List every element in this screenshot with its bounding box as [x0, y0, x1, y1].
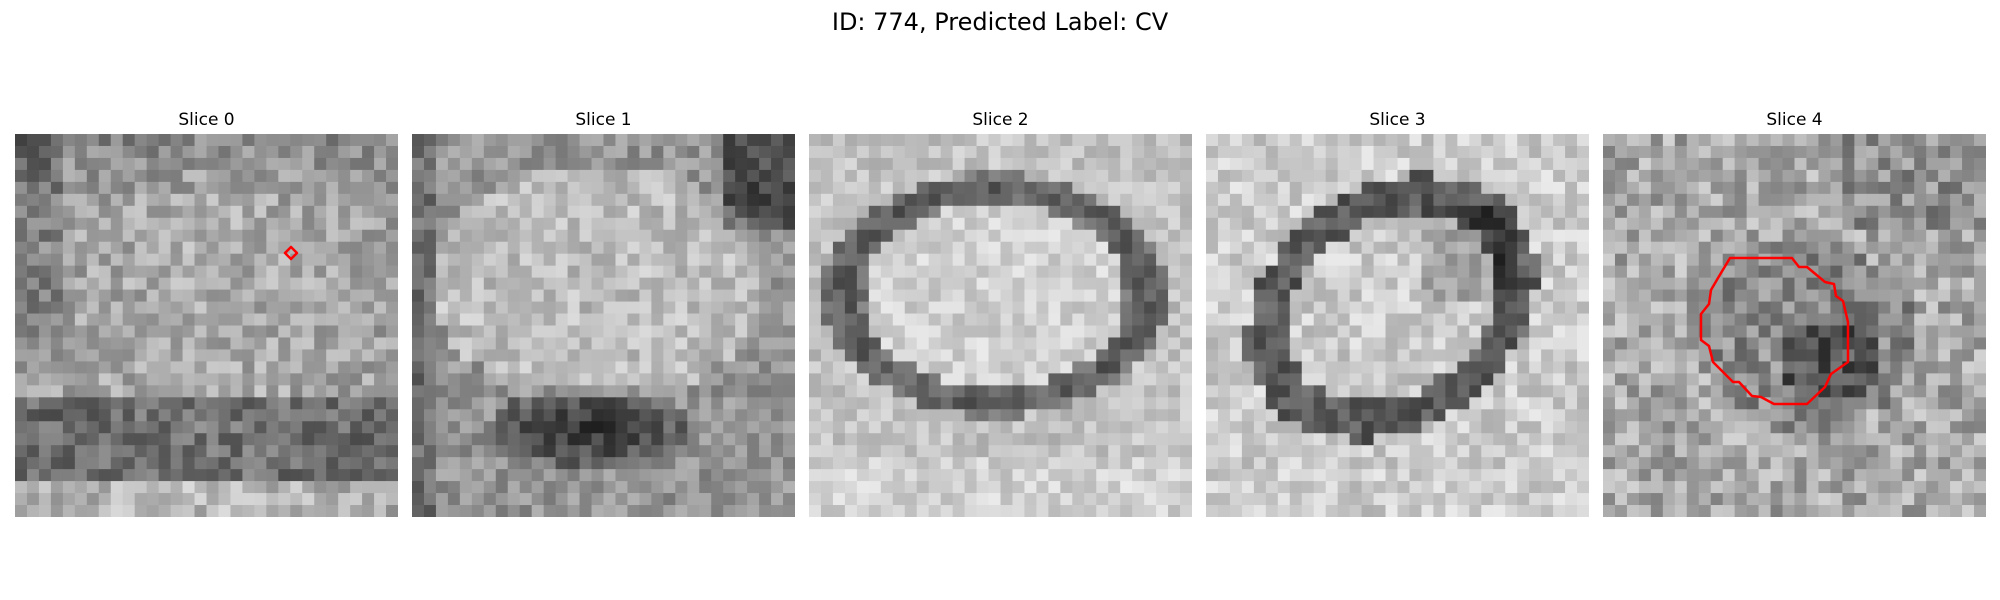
slice-title-0: Slice 0 — [178, 110, 235, 130]
slice-image-0 — [15, 134, 398, 517]
slice-grayscale-image-3 — [1206, 134, 1589, 517]
slice-title-1: Slice 1 — [575, 110, 632, 130]
slice-panel-3: Slice 3 — [1206, 108, 1589, 517]
segmentation-outline-0 — [283, 245, 299, 261]
slice-panel-0: Slice 0 — [15, 108, 398, 517]
slice-image-3 — [1206, 134, 1589, 517]
slice-title-3: Slice 3 — [1369, 110, 1426, 130]
segmentation-outline-4 — [1699, 256, 1850, 406]
slice-grayscale-image-2 — [809, 134, 1192, 517]
pixel-grid — [1603, 134, 1986, 517]
slice-panel-4: Slice 4 — [1603, 108, 1986, 517]
pixel-grid — [1206, 134, 1589, 517]
slice-image-1 — [412, 134, 795, 517]
slice-grayscale-image-4 — [1603, 134, 1986, 517]
pixel-grid — [809, 134, 1192, 517]
slice-panel-1: Slice 1 — [412, 108, 795, 517]
slice-grayscale-image-1 — [412, 134, 795, 517]
slice-image-4 — [1603, 134, 1986, 517]
pixel-grid — [15, 134, 398, 517]
figure-title: ID: 774, Predicted Label: CV — [831, 8, 1169, 36]
slice-panel-2: Slice 2 — [809, 108, 1192, 517]
slice-image-2 — [809, 134, 1192, 517]
slice-grayscale-image-0 — [15, 134, 398, 517]
slice-title-4: Slice 4 — [1766, 110, 1823, 130]
pixel-grid — [412, 134, 795, 517]
slice-title-2: Slice 2 — [972, 110, 1029, 130]
